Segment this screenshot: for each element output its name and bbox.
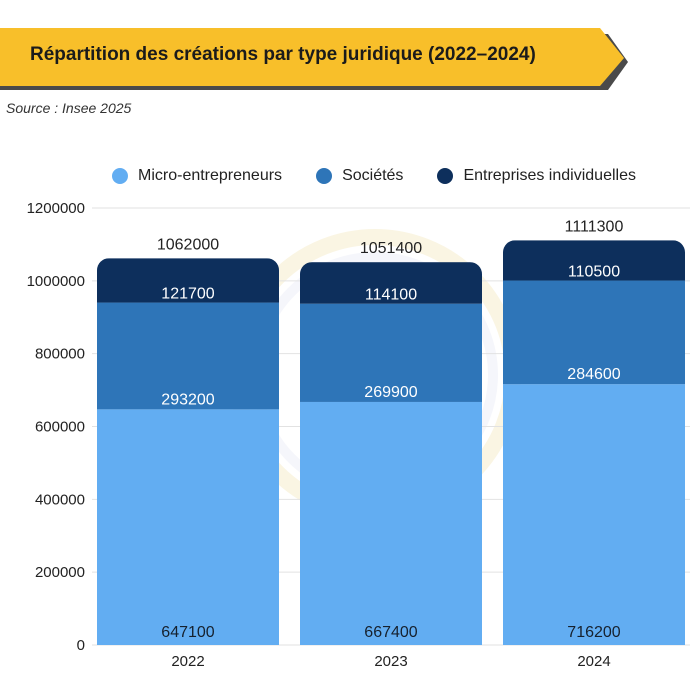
data-label-individuelles-2022: 121700 [161, 286, 214, 303]
chart-title: Répartition des créations par type jurid… [30, 44, 536, 65]
bar-micro-2022 [97, 409, 279, 645]
chart-source: Source : Insee 2025 [6, 100, 132, 116]
legend-label-individuelles: Entreprises individuelles [463, 167, 636, 184]
y-tick-label-200000: 200000 [35, 564, 85, 581]
legend-item-micro: Micro-entrepreneurs [112, 167, 282, 185]
legend-swatch-micro [112, 168, 128, 184]
y-tick-label-800000: 800000 [35, 346, 85, 363]
bar-micro-2023 [300, 401, 482, 645]
bar-group-2024 [503, 240, 685, 645]
legend-label-societes: Sociétés [342, 167, 404, 184]
legend-item-societes: Sociétés [316, 167, 403, 185]
data-label-societes-2023: 269900 [364, 384, 417, 401]
data-label-individuelles-2024: 110500 [568, 264, 620, 281]
bar-societes-2023 [300, 303, 482, 402]
y-tick-label-0: 0 [77, 637, 85, 654]
total-label-2023: 1051400 [360, 240, 422, 257]
y-tick-label-1200000: 1200000 [27, 200, 85, 217]
bar-societes-2024 [503, 280, 685, 385]
bar-societes-2022 [97, 302, 279, 410]
legend-item-individuelles: Entreprises individuelles [437, 167, 636, 185]
chart-legend: Micro-entrepreneurs Sociétés Entreprises… [112, 164, 636, 188]
x-tick-label-2023: 2023 [374, 653, 407, 670]
data-label-societes-2024: 284600 [567, 366, 620, 383]
x-tick-label-2024: 2024 [577, 653, 610, 670]
bar-individuelles-2022 [97, 258, 279, 303]
x-tick-label-2022: 2022 [171, 653, 204, 670]
title-banner [0, 28, 628, 90]
legend-label-micro: Micro-entrepreneurs [138, 167, 283, 184]
legend-swatch-individuelles [437, 168, 454, 184]
bar-individuelles-2024 [503, 240, 685, 281]
bar-individuelles-2023 [300, 262, 482, 304]
bar-micro-2024 [503, 384, 685, 645]
y-tick-label-400000: 400000 [35, 491, 85, 508]
data-label-micro-2023: 667400 [364, 624, 417, 641]
title-banner-fill [0, 28, 624, 86]
data-label-societes-2022: 293200 [161, 391, 214, 408]
total-label-2024: 1111300 [565, 218, 624, 235]
y-tick-label-1000000: 1000000 [27, 273, 85, 290]
total-label-2022: 1062000 [157, 236, 219, 253]
data-label-micro-2024: 716200 [567, 624, 620, 641]
bar-group-2022 [97, 258, 279, 645]
data-label-micro-2022: 647100 [161, 624, 214, 641]
bar-group-2023 [300, 262, 482, 645]
legend-swatch-societes [316, 168, 333, 184]
y-tick-label-600000: 600000 [35, 419, 85, 436]
data-label-individuelles-2023: 114100 [365, 287, 417, 304]
